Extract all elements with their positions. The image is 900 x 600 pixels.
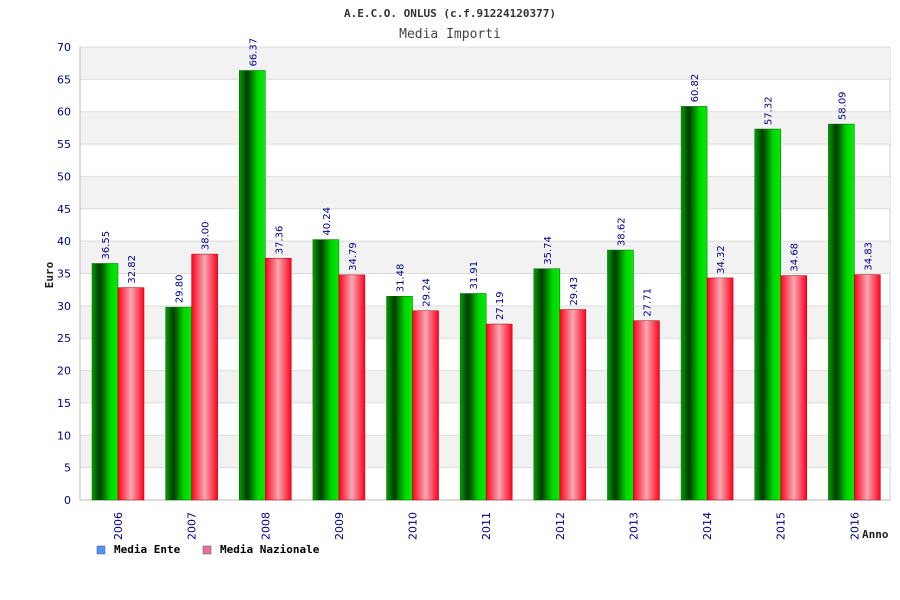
- bar-value-label: 60.82: [690, 74, 701, 103]
- bar-value-label: 40.24: [322, 207, 333, 236]
- x-tick-label: 2006: [112, 512, 125, 540]
- bars: [91, 70, 881, 501]
- legend-label-media-nazionale: Media Nazionale: [220, 543, 320, 556]
- bar-media-ente-2011: [459, 293, 487, 501]
- chart-title: A.E.C.O. ONLUS (c.f.91224120377): [344, 7, 556, 20]
- x-axis-ticks: 2006 2007 2008 2009 2010 2011 2012 2013 2014 2015…: [112, 512, 861, 540]
- y-tick-label: 70: [57, 41, 71, 54]
- x-tick-label: 2010: [407, 512, 420, 540]
- bar-media-ente-2016: [828, 123, 855, 501]
- bar-media-ente-2009: [312, 239, 340, 501]
- y-tick-label: 10: [57, 429, 71, 442]
- bar-value-label: 34.68: [790, 243, 801, 272]
- bar-value-label: 38.00: [201, 221, 212, 250]
- bar-value-label: 29.43: [569, 277, 580, 306]
- bar-media-nazionale-2015: [780, 275, 807, 501]
- y-tick-label: 40: [57, 235, 71, 248]
- y-tick-label: 25: [57, 332, 71, 345]
- bar-media-nazionale-2014: [706, 277, 734, 501]
- bar-value-label: 36.55: [101, 231, 112, 260]
- bar-value-label: 32.82: [127, 255, 138, 284]
- x-tick-label: 2014: [701, 512, 714, 540]
- bar-media-ente-2012: [533, 268, 561, 501]
- y-tick-label: 65: [57, 73, 71, 86]
- bar-value-label: 29.24: [422, 278, 433, 307]
- y-tick-label: 60: [57, 106, 71, 119]
- y-tick-label: 50: [57, 170, 71, 183]
- y-tick-label: 30: [57, 300, 71, 313]
- bar-media-nazionale-2007: [191, 253, 218, 501]
- y-tick-label: 55: [57, 138, 71, 151]
- bar-value-label: 38.62: [616, 217, 627, 246]
- x-tick-label: 2012: [554, 512, 567, 540]
- bar-value-label: 57.32: [764, 96, 775, 125]
- bar-value-label: 31.48: [396, 264, 407, 293]
- bar-value-label: 66.37: [248, 38, 259, 67]
- legend-swatch-media-ente: [96, 545, 106, 555]
- x-tick-label: 2011: [480, 512, 493, 540]
- x-tick-label: 2013: [627, 512, 640, 540]
- legend-label-media-ente: Media Ente: [114, 543, 181, 556]
- bar-value-label: 31.91: [469, 261, 480, 290]
- bar-value-label: 34.79: [348, 242, 359, 271]
- bar-value-label: 27.19: [495, 291, 506, 320]
- x-tick-label: 2016: [848, 512, 861, 540]
- chart-subtitle: Media Importi: [399, 27, 501, 42]
- y-axis-label: Euro: [43, 261, 56, 288]
- bar-media-nazionale-2016: [854, 274, 881, 501]
- bar-media-ente-2010: [386, 296, 413, 501]
- bar-value-label: 34.32: [716, 245, 727, 274]
- bar-value-label: 29.80: [175, 275, 186, 304]
- x-tick-label: 2008: [259, 512, 272, 540]
- bar-media-ente-2013: [607, 249, 634, 501]
- bar-media-nazionale-2012: [559, 309, 587, 501]
- y-tick-label: 0: [64, 494, 71, 507]
- legend-swatch-media-nazionale: [202, 545, 212, 555]
- x-tick-label: 2007: [186, 512, 199, 540]
- bar-value-label: 58.09: [837, 91, 848, 120]
- bar-media-ente-2015: [754, 128, 781, 501]
- bar-media-nazionale-2009: [338, 274, 366, 501]
- bar-value-label: 27.71: [642, 288, 653, 317]
- bar-media-ente-2006: [91, 263, 119, 501]
- bar-media-nazionale-2008: [265, 257, 292, 501]
- y-tick-label: 45: [57, 203, 71, 216]
- x-tick-label: 2009: [333, 512, 346, 540]
- x-tick-label: 2015: [775, 512, 788, 540]
- y-tick-label: 15: [57, 397, 71, 410]
- x-axis-label: Anno: [862, 528, 889, 541]
- y-axis-ticks: 0 5 10 15 20 25 30 35 40 45 50 55 60 65 70: [57, 41, 71, 507]
- bar-media-nazionale-2013: [633, 320, 660, 501]
- bar-value-label: 37.36: [274, 226, 285, 255]
- grid-band: [80, 47, 890, 80]
- y-tick-label: 35: [57, 268, 71, 281]
- bar-value-label: 34.83: [863, 242, 874, 271]
- bar-media-nazionale-2010: [412, 310, 439, 501]
- bar-media-nazionale-2011: [485, 323, 513, 501]
- y-tick-label: 20: [57, 365, 71, 378]
- y-tick-label: 5: [64, 462, 71, 475]
- bar-value-labels: 36.55 32.82 29.80 38.00 66.37 37.36 40.24 34.79…: [101, 38, 874, 320]
- bar-media-ente-2007: [165, 306, 192, 501]
- bar-media-ente-2008: [239, 70, 266, 501]
- bar-value-label: 35.74: [543, 236, 554, 265]
- bar-media-nazionale-2006: [117, 287, 145, 501]
- bar-media-ente-2014: [680, 106, 708, 501]
- legend: Media Ente Media Nazionale: [96, 543, 320, 556]
